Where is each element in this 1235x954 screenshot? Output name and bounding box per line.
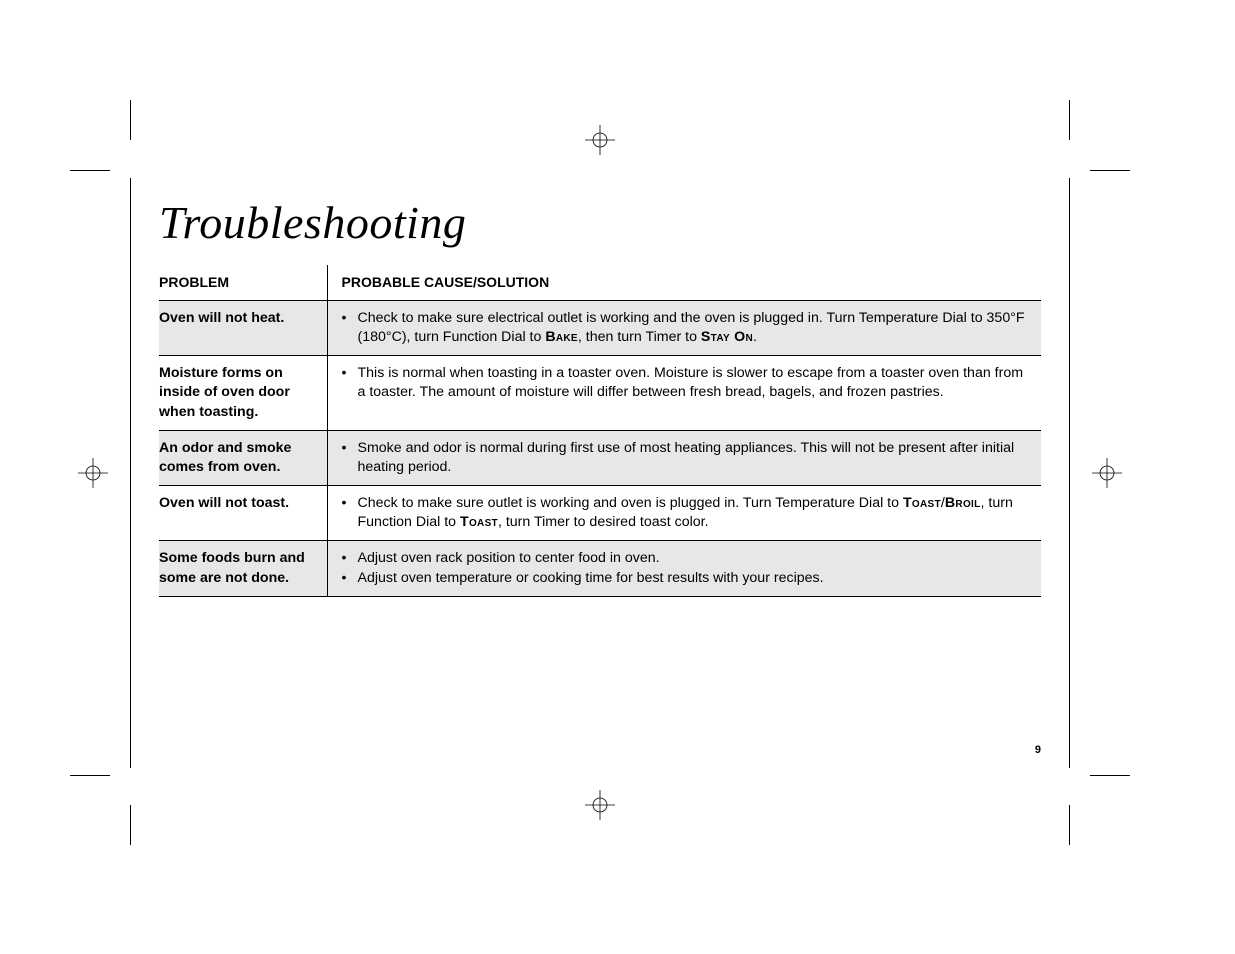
crop-mark bbox=[1069, 805, 1070, 845]
crop-mark bbox=[1069, 100, 1070, 140]
col-header-problem: PROBLEM bbox=[159, 265, 327, 300]
problem-cell: Some foods burn and some are not done. bbox=[159, 541, 327, 596]
table-row: Moisture forms on inside of oven door wh… bbox=[159, 356, 1041, 431]
cause-text: Adjust oven temperature or cooking time … bbox=[342, 569, 1034, 588]
cause-text: Check to make sure electrical outlet is … bbox=[342, 309, 1034, 347]
crop-mark bbox=[1090, 170, 1130, 171]
troubleshooting-table: PROBLEM PROBABLE CAUSE/SOLUTION Oven wil… bbox=[159, 265, 1041, 597]
problem-cell: Oven will not heat. bbox=[159, 300, 327, 355]
cause-cell: This is normal when toasting in a toaste… bbox=[327, 356, 1041, 431]
page-title: Troubleshooting bbox=[159, 196, 1041, 249]
crop-mark bbox=[130, 805, 131, 845]
table-row: Oven will not heat. Check to make sure e… bbox=[159, 300, 1041, 355]
cause-cell: Smoke and odor is normal during first us… bbox=[327, 430, 1041, 485]
cause-cell: Adjust oven rack position to center food… bbox=[327, 541, 1041, 596]
problem-cell: Moisture forms on inside of oven door wh… bbox=[159, 356, 327, 431]
cause-text: Check to make sure outlet is working and… bbox=[342, 494, 1034, 532]
registration-mark bbox=[1092, 458, 1122, 488]
crop-mark bbox=[1090, 775, 1130, 776]
crop-mark bbox=[70, 775, 110, 776]
registration-mark bbox=[78, 458, 108, 488]
table-row: Some foods burn and some are not done. A… bbox=[159, 541, 1041, 596]
col-header-cause: PROBABLE CAUSE/SOLUTION bbox=[327, 265, 1041, 300]
cause-cell: Check to make sure outlet is working and… bbox=[327, 486, 1041, 541]
crop-mark bbox=[130, 100, 131, 140]
cause-text: Smoke and odor is normal during first us… bbox=[342, 439, 1034, 477]
registration-mark bbox=[585, 790, 615, 820]
cause-cell: Check to make sure electrical outlet is … bbox=[327, 300, 1041, 355]
problem-cell: An odor and smoke comes from oven. bbox=[159, 430, 327, 485]
crop-mark bbox=[70, 170, 110, 171]
table-row: An odor and smoke comes from oven. Smoke… bbox=[159, 430, 1041, 485]
cause-text: This is normal when toasting in a toaste… bbox=[342, 364, 1034, 402]
page-frame: Troubleshooting PROBLEM PROBABLE CAUSE/S… bbox=[130, 178, 1070, 768]
registration-mark bbox=[585, 125, 615, 155]
cause-text: Adjust oven rack position to center food… bbox=[342, 549, 1034, 568]
page-number: 9 bbox=[1035, 744, 1041, 756]
table-row: Oven will not toast. Check to make sure … bbox=[159, 486, 1041, 541]
problem-cell: Oven will not toast. bbox=[159, 486, 327, 541]
